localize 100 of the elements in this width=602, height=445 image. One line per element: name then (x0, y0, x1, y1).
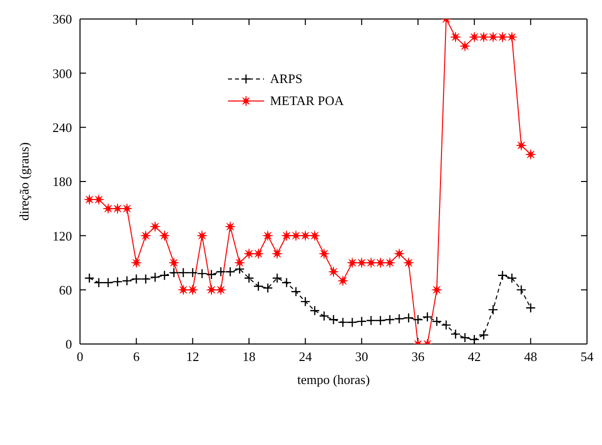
point (319, 310, 330, 322)
point (347, 317, 358, 328)
point (281, 278, 292, 288)
point (460, 40, 470, 52)
point (234, 258, 245, 268)
point (196, 268, 208, 279)
point (94, 194, 104, 205)
point (450, 32, 461, 42)
point (206, 269, 217, 280)
point (432, 316, 442, 327)
point (187, 284, 198, 296)
point (290, 230, 302, 241)
x-tick-label: 30 (355, 349, 368, 364)
point (300, 296, 310, 307)
point (460, 332, 470, 343)
point (112, 203, 123, 214)
point (450, 328, 461, 340)
y-tick-label: 0 (66, 336, 72, 352)
x-tick-label: 18 (242, 349, 256, 364)
point (384, 314, 395, 325)
point (526, 302, 536, 313)
point (356, 258, 367, 268)
point (262, 282, 273, 294)
legend-label: ARPS (270, 71, 303, 87)
point (131, 274, 142, 284)
point (244, 248, 254, 259)
x-tick-label: 24 (298, 349, 312, 364)
point (131, 258, 142, 268)
point (300, 230, 311, 241)
point (290, 286, 302, 297)
point (366, 258, 376, 268)
point (469, 334, 480, 344)
point (188, 268, 198, 278)
point (253, 281, 264, 292)
y-tick-label: 60 (59, 282, 72, 298)
x-tick-label: 36 (412, 349, 425, 364)
x-tick-label: 12 (186, 349, 200, 364)
point (84, 194, 95, 205)
point (309, 230, 320, 241)
point (404, 312, 414, 323)
point (168, 258, 180, 268)
x-tick-label: 42 (468, 349, 481, 364)
point (422, 312, 432, 322)
point (140, 230, 151, 241)
point (206, 284, 217, 296)
y-tick-label: 240 (52, 120, 72, 135)
point (84, 272, 94, 284)
point (328, 266, 339, 278)
point (272, 248, 282, 259)
point (150, 221, 160, 232)
point (375, 258, 386, 268)
point (216, 284, 226, 296)
point (516, 284, 526, 295)
point (150, 272, 160, 282)
x-tick-label: 6 (133, 349, 140, 364)
x-tick-label: 54 (580, 349, 594, 364)
point (196, 230, 208, 241)
y-tick-label: 360 (52, 12, 72, 27)
point (244, 272, 254, 284)
point (225, 266, 236, 277)
point (94, 278, 104, 288)
point (216, 266, 226, 277)
point (281, 230, 292, 241)
point (140, 274, 151, 284)
point (253, 248, 264, 259)
point (478, 32, 489, 42)
point (394, 314, 404, 324)
point (516, 140, 527, 151)
point (488, 304, 498, 315)
point (262, 230, 274, 241)
y-tick-label: 180 (52, 174, 72, 190)
point (102, 203, 114, 214)
point (403, 258, 414, 268)
point (159, 270, 170, 280)
point (412, 314, 424, 325)
point (375, 315, 386, 326)
point (347, 258, 358, 268)
point (338, 317, 348, 328)
x-tick-label: 0 (76, 349, 84, 364)
point (497, 32, 508, 42)
point (168, 268, 179, 278)
point (488, 32, 498, 42)
point (328, 314, 339, 325)
point (338, 276, 348, 286)
point (384, 258, 396, 268)
legend-label: METAR POA (270, 93, 344, 109)
point (441, 320, 452, 330)
point (394, 248, 404, 259)
point (506, 272, 517, 284)
point (497, 270, 508, 280)
point (178, 284, 189, 296)
point (272, 272, 282, 284)
point (506, 32, 518, 42)
point (310, 305, 320, 316)
y-tick-label: 120 (52, 228, 72, 244)
point (159, 230, 170, 241)
y-axis-title: direção (graus) (16, 142, 32, 221)
point (469, 32, 480, 42)
point (112, 276, 123, 287)
point (103, 278, 114, 288)
